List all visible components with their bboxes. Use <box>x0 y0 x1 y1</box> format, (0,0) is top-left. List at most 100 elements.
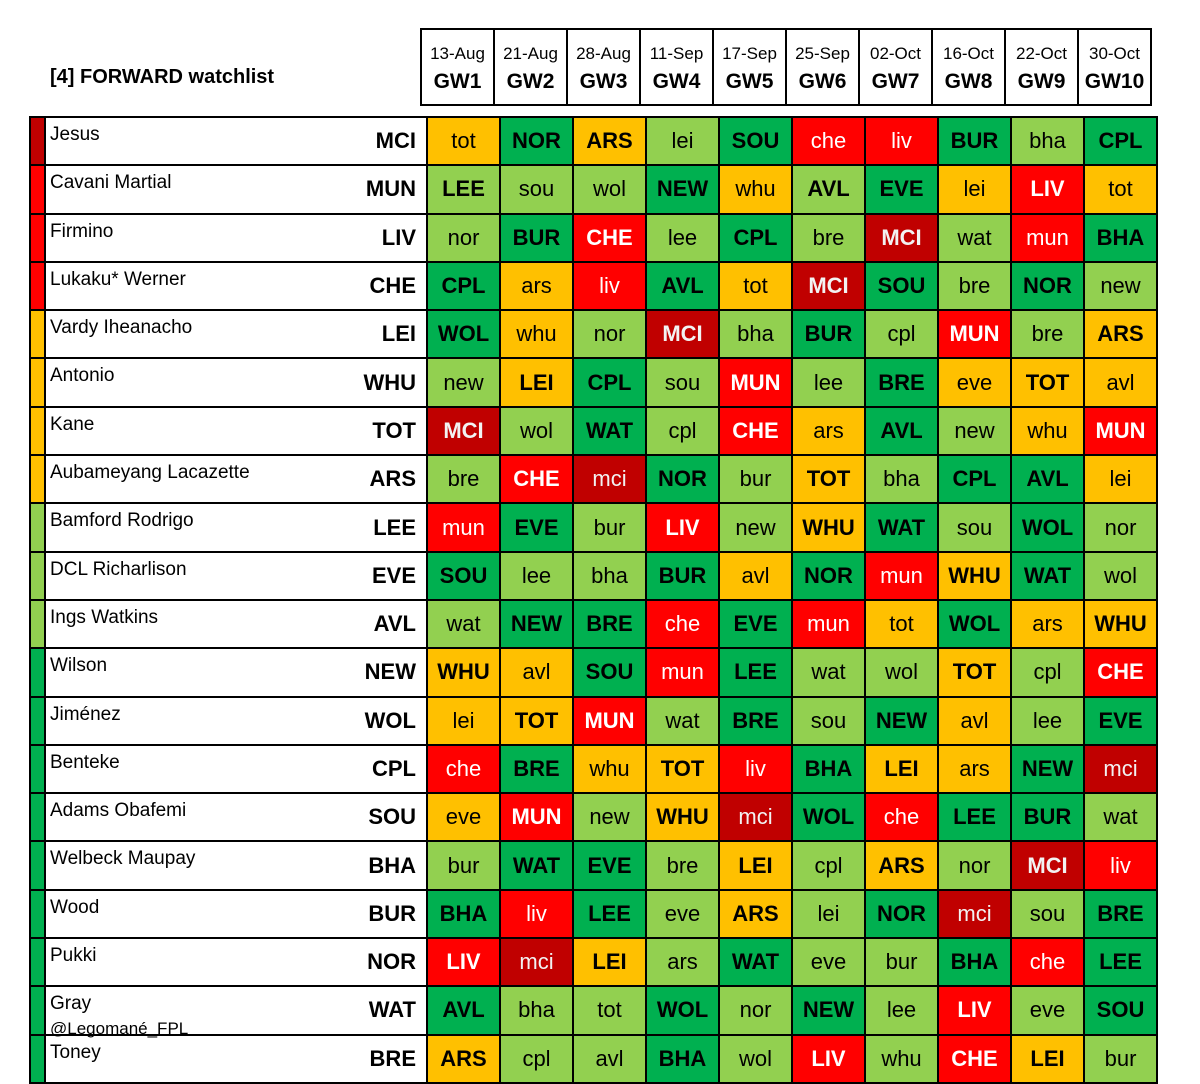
fixture-cell: sou <box>1010 888 1085 940</box>
player-names: Bamford Rodrigo <box>44 502 315 553</box>
gameweek-label: GW8 <box>931 66 1006 106</box>
fixture-cell: TOT <box>1010 357 1085 408</box>
fixture-cell: LEE <box>718 647 793 698</box>
fixture-cell: nor <box>718 985 793 1036</box>
fixture-cell: avl <box>718 550 793 601</box>
fixture-cell: liv <box>864 115 939 167</box>
fixture-cell: mun <box>426 502 501 553</box>
fixture-cell: ars <box>1010 598 1085 650</box>
fixture-cell: WOL <box>937 598 1012 650</box>
fixture-cell: wat <box>791 647 866 698</box>
fixture-cell: LIV <box>1010 164 1085 215</box>
fixture-cell: bur <box>572 502 647 553</box>
team-code: ARS <box>315 454 428 505</box>
fixture-cell: tot <box>572 985 647 1036</box>
fixture-cell: ARS <box>572 115 647 167</box>
team-code: WOL <box>315 695 428 746</box>
fixture-cell: new <box>426 357 501 408</box>
fixture-cell: SOU <box>426 550 501 601</box>
fixture-cell: CPL <box>1083 115 1158 167</box>
fixture-cell: tot <box>718 260 793 312</box>
team-code: WHU <box>315 357 428 408</box>
fixture-cell: new <box>1083 260 1158 312</box>
table-row: Pukki NOR LIV mci LEI ars WAT eve bur BHA che LEE <box>29 937 1158 988</box>
fixture-cell: MUN <box>499 792 574 843</box>
table-row: Lukaku* Werner CHE CPL ars liv AVL tot MCI SOU br… <box>29 260 1158 312</box>
team-code: EVE <box>315 550 428 601</box>
team-rating-strip <box>29 647 46 698</box>
fixture-cell: TOT <box>499 695 574 746</box>
team-code: WAT <box>315 985 428 1036</box>
table-row: Toney BRE ARS cpl avl BHA wol LIV whu CHE LEI bur <box>29 1033 1158 1084</box>
fixture-cell: SOU <box>1083 985 1158 1036</box>
fixture-cell: EVE <box>864 164 939 215</box>
fixture-cell: MCI <box>645 309 720 360</box>
fixture-cell: NEW <box>645 164 720 215</box>
fixture-cell: BRE <box>572 598 647 650</box>
fixture-cell: wat <box>937 212 1012 263</box>
gameweek-date: 13-Aug <box>420 28 495 66</box>
fixture-cell: bur <box>718 454 793 505</box>
fixture-cell: SOU <box>864 260 939 312</box>
team-rating-strip <box>29 405 46 457</box>
fixture-cell: tot <box>1083 164 1158 215</box>
fixture-cell: bre <box>426 454 501 505</box>
fixture-cell: NOR <box>499 115 574 167</box>
team-rating-strip <box>29 502 46 553</box>
player-names: Lukaku* Werner <box>44 260 315 312</box>
table-row: Antonio WHU new LEI CPL sou MUN lee BRE eve TOT avl <box>29 357 1158 408</box>
player-names: Benteke <box>44 743 315 795</box>
fixture-cell: whu <box>864 1033 939 1084</box>
gameweek-date: 16-Oct <box>931 28 1006 66</box>
fixture-cell: WOL <box>791 792 866 843</box>
player-names: Jesus <box>44 115 315 167</box>
player-names: Wilson <box>44 647 315 698</box>
fixture-cell: lee <box>1010 695 1085 746</box>
team-rating-strip <box>29 454 46 505</box>
team-code: AVL <box>315 598 428 650</box>
fixture-cell: whu <box>1010 405 1085 457</box>
team-code: BRE <box>315 1033 428 1084</box>
table-row: Kane TOT MCI wol WAT cpl CHE ars AVL new whu MUN <box>29 405 1158 457</box>
team-rating-strip <box>29 888 46 940</box>
fixture-table: Jesus MCI tot NOR ARS lei SOU che liv BUR bha CPL Ca… <box>29 115 1158 1084</box>
team-code: TOT <box>315 405 428 457</box>
fixture-cell: whu <box>718 164 793 215</box>
gameweek-date: 22-Oct <box>1004 28 1079 66</box>
fixture-cell: new <box>937 405 1012 457</box>
fixture-cell: TOT <box>937 647 1012 698</box>
fixture-cell: NEW <box>791 985 866 1036</box>
fixture-cell: new <box>718 502 793 553</box>
team-rating-strip <box>29 743 46 795</box>
player-names: Wood <box>44 888 315 940</box>
fixture-cell: bha <box>572 550 647 601</box>
gameweek-date: 28-Aug <box>566 28 641 66</box>
gameweek-label: GW2 <box>493 66 568 106</box>
fixture-cell: wat <box>645 695 720 746</box>
table-row: DCL Richarlison EVE SOU lee bha BUR avl NOR mun W… <box>29 550 1158 601</box>
fixture-cell: liv <box>572 260 647 312</box>
fixture-cell: AVL <box>426 985 501 1036</box>
fixture-cell: wol <box>1083 550 1158 601</box>
fixture-cell: TOT <box>645 743 720 795</box>
fixture-cell: WAT <box>718 937 793 988</box>
fixture-cell: cpl <box>499 1033 574 1084</box>
team-code: LEI <box>315 309 428 360</box>
player-names: Pukki <box>44 937 315 988</box>
fixture-cell: mun <box>791 598 866 650</box>
fixture-cell: LEE <box>937 792 1012 843</box>
team-code: BUR <box>315 888 428 940</box>
gameweek-date: 25-Sep <box>785 28 860 66</box>
team-rating-strip <box>29 115 46 167</box>
fixture-cell: AVL <box>791 164 866 215</box>
fixture-cell: eve <box>791 937 866 988</box>
table-row: Adams Obafemi SOU eve MUN new WHU mci WOL che LEE… <box>29 792 1158 843</box>
fixture-cell: new <box>572 792 647 843</box>
fixture-cell: ARS <box>1083 309 1158 360</box>
fixture-cell: MUN <box>1083 405 1158 457</box>
fixture-cell: SOU <box>718 115 793 167</box>
fixture-cell: BUR <box>791 309 866 360</box>
fixture-cell: EVE <box>1083 695 1158 746</box>
gameweek-row: GW1 GW2 GW3 GW4 GW5 GW6 GW7 GW8 GW9 GW10 <box>420 66 1152 106</box>
fixture-cell: CPL <box>718 212 793 263</box>
